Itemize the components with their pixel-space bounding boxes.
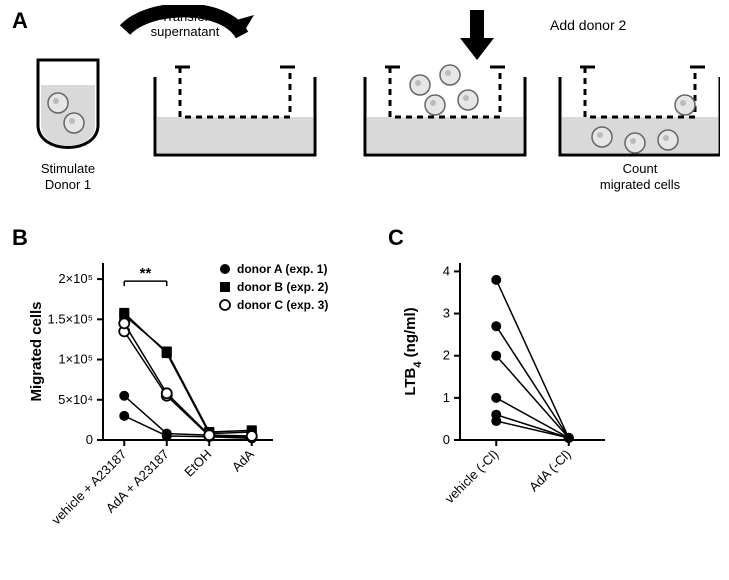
transfer-label-line1: Transfer — [161, 9, 210, 24]
svg-text:1×10⁵: 1×10⁵ — [58, 352, 93, 367]
transwell-3 — [560, 67, 720, 155]
svg-text:1.5×10⁵: 1.5×10⁵ — [47, 311, 93, 326]
add-donor-label: Add donor 2 — [550, 17, 626, 33]
svg-text:EtOH: EtOH — [181, 447, 214, 480]
stim-label-1: Stimulate — [41, 161, 95, 176]
svg-text:5×10⁴: 5×10⁴ — [58, 392, 93, 407]
svg-text:0: 0 — [443, 432, 450, 447]
count-label-2: migrated cells — [600, 177, 681, 192]
svg-text:**: ** — [140, 265, 152, 282]
donor1-tube — [38, 60, 98, 148]
transfer-label-line2: supernatant — [151, 24, 220, 39]
svg-text:vehicle + A23187: vehicle + A23187 — [48, 447, 129, 528]
svg-text:3: 3 — [443, 306, 450, 321]
stim-label-2: Donor 1 — [45, 177, 91, 192]
panel-c-chart: 0 1 2 3 4 LTB4 (ng/ml) vehicle (-Cl) AdA (-Cl) — [400, 245, 720, 580]
svg-text:donor B (exp. 2): donor B (exp. 2) — [237, 280, 328, 294]
svg-text:2×10⁵: 2×10⁵ — [58, 271, 93, 286]
add-donor-arrow — [460, 10, 494, 60]
svg-text:0: 0 — [86, 432, 93, 447]
svg-text:AdA (-Cl): AdA (-Cl) — [526, 447, 574, 495]
panel-a-diagram: Transfer supernatant Add donor 2 Stimula… — [20, 5, 720, 205]
svg-text:vehicle (-Cl): vehicle (-Cl) — [442, 447, 502, 507]
count-label-1: Count — [623, 161, 658, 176]
transwell-1 — [155, 67, 315, 155]
svg-text:donor C (exp. 3): donor C (exp. 3) — [237, 298, 328, 312]
svg-text:Migrated cells: Migrated cells — [28, 301, 45, 401]
svg-text:4: 4 — [443, 263, 450, 278]
transwell-2 — [365, 65, 525, 155]
svg-text:LTB4 (ng/ml): LTB4 (ng/ml) — [402, 307, 424, 395]
svg-text:donor A (exp. 1): donor A (exp. 1) — [237, 262, 327, 276]
panel-b-chart: 0 5×10⁴ 1×10⁵ 1.5×10⁵ 2×10⁵ Migrated cells veh… — [25, 245, 395, 580]
svg-text:2: 2 — [443, 348, 450, 363]
svg-text:1: 1 — [443, 390, 450, 405]
svg-text:AdA: AdA — [229, 446, 257, 474]
